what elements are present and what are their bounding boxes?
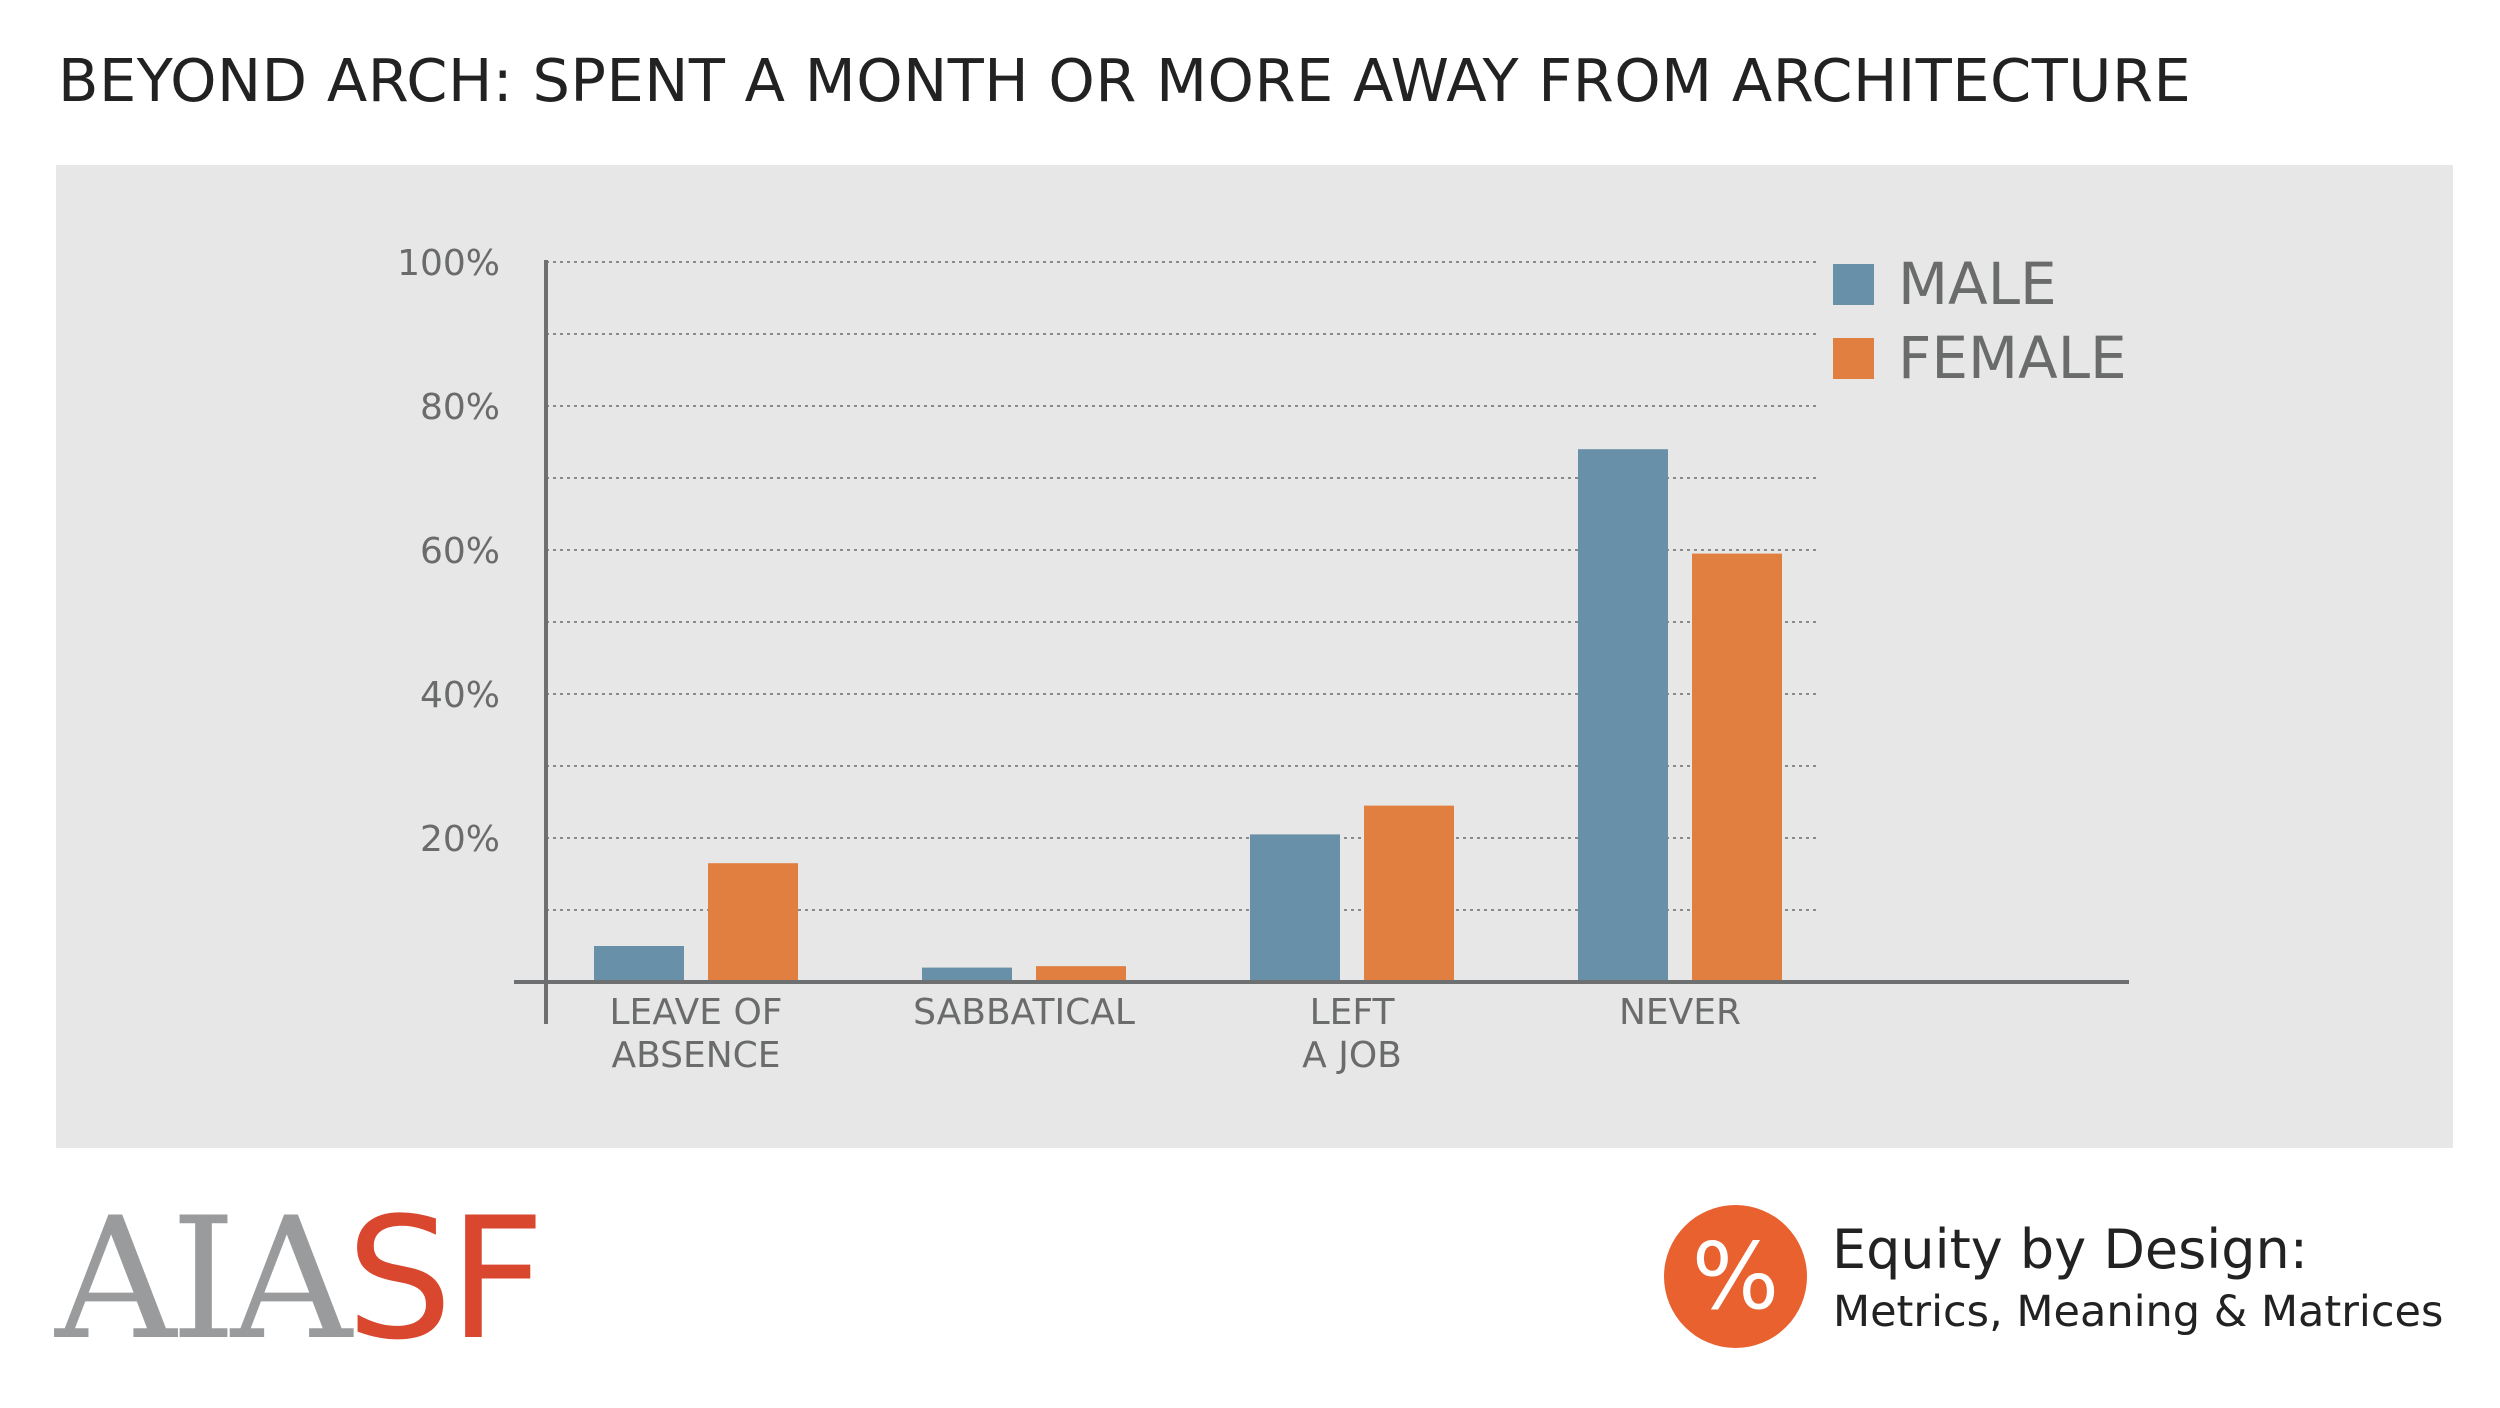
brand-subtitle: Metrics, Meaning & Matrices bbox=[1833, 1287, 2444, 1337]
x-category-label: LEFT bbox=[1310, 992, 1396, 1033]
legend-swatch-male bbox=[1833, 264, 1874, 305]
bar-male bbox=[594, 946, 684, 982]
chart-title: BEYOND ARCH: SPENT A MONTH OR MORE AWAY … bbox=[58, 46, 2192, 115]
bar-female bbox=[1364, 805, 1454, 982]
brand-title: Equity by Design: bbox=[1832, 1218, 2308, 1281]
x-category-label: LEAVE OF bbox=[610, 992, 783, 1033]
x-category-label: A JOB bbox=[1302, 1035, 1402, 1076]
bar-male bbox=[1578, 449, 1668, 982]
y-tick-label: 100% bbox=[397, 243, 500, 284]
bar-female bbox=[1692, 553, 1782, 982]
percent-badge-icon: % bbox=[1664, 1205, 1807, 1348]
y-tick-label: 60% bbox=[420, 531, 500, 572]
legend-label-female: FEMALE bbox=[1898, 324, 2127, 392]
aiasf-logo[interactable]: AIASF bbox=[55, 1195, 545, 1363]
logo-sf-text: SF bbox=[346, 1181, 545, 1377]
logo-aia-text: AIA bbox=[55, 1181, 352, 1377]
chart-panel: 100% 80% 60% 40% 20% LEAVE OF ABSENCE SABBATICA… bbox=[56, 165, 2453, 1148]
x-category-label: SABBATICAL bbox=[913, 992, 1135, 1033]
bar-female bbox=[1036, 966, 1126, 982]
y-tick-label: 80% bbox=[420, 387, 500, 428]
bar-male bbox=[1250, 834, 1340, 982]
y-tick-label: 20% bbox=[420, 819, 500, 860]
bar-female bbox=[708, 863, 798, 982]
x-category-label: NEVER bbox=[1619, 992, 1741, 1033]
bar-male bbox=[922, 967, 1012, 982]
y-tick-label: 40% bbox=[420, 675, 500, 716]
x-category-label: ABSENCE bbox=[611, 1035, 780, 1076]
legend-swatch-female bbox=[1833, 338, 1874, 379]
legend-label-male: MALE bbox=[1898, 250, 2057, 318]
